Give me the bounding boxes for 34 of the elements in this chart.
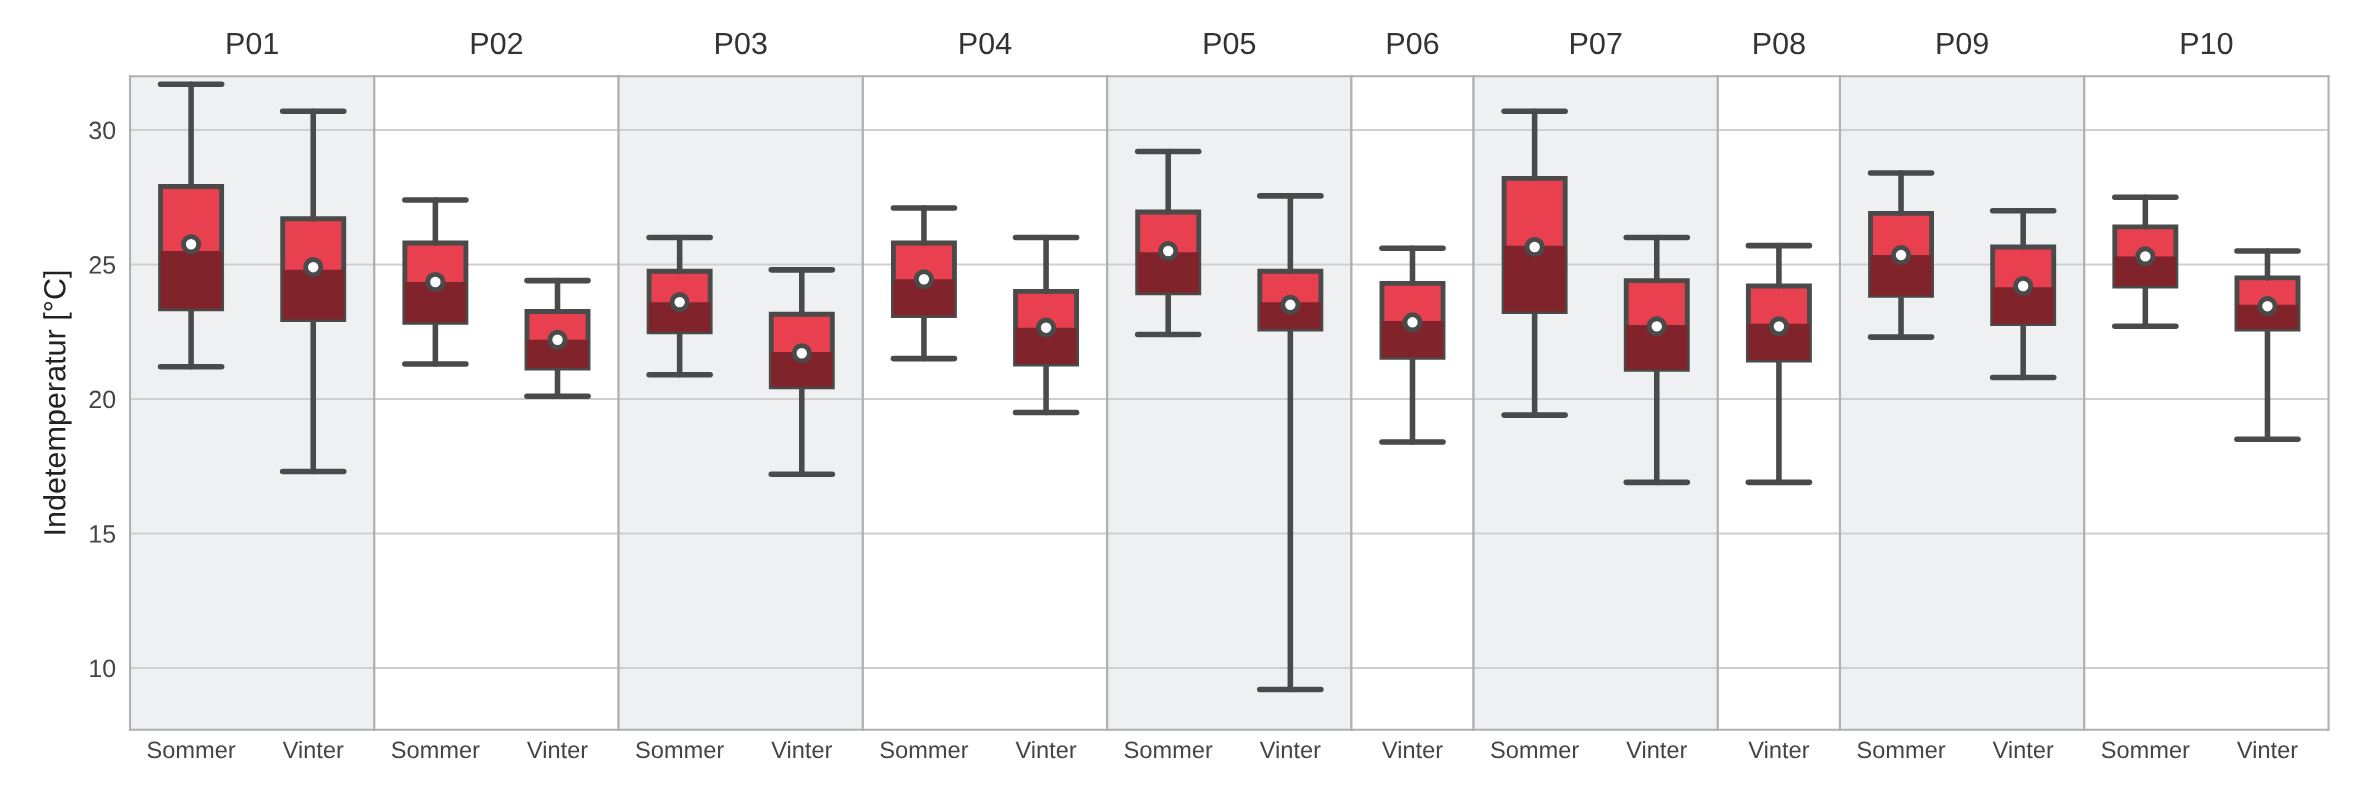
x-tick-label: Vinter (1626, 740, 1688, 759)
chart-title: P10 (2181, 32, 2233, 55)
x-tick-label: Vinter (771, 740, 833, 759)
chart-title: P05 (1204, 32, 1256, 55)
x-tick-label: Vinter (526, 740, 588, 759)
y-tick-label: 20 (89, 390, 116, 409)
x-tick-label: Vinter (1259, 740, 1321, 759)
x-tick-label: Vinter (2236, 740, 2298, 759)
x-tick-label: Sommer (1857, 741, 1946, 759)
x-tick-label: Vinter (282, 740, 344, 759)
x-tick-label: Vinter (1015, 740, 1077, 759)
y-axis-title: Indetemperatur [°C] (43, 271, 72, 534)
x-tick-label: Sommer (880, 741, 969, 759)
x-tick-label: Vinter (1748, 740, 1810, 759)
chart-title: P03 (716, 32, 767, 55)
x-tick-label: Sommer (147, 741, 236, 759)
x-tick-label: Vinter (1992, 740, 2054, 759)
chart-title: P08 (1754, 32, 1805, 55)
chart-title: P02 (471, 32, 523, 55)
chart-title: P04 (960, 32, 1012, 55)
x-tick-label: Sommer (1491, 741, 1579, 759)
x-tick-label: Sommer (2101, 741, 2190, 759)
chart-title: P06 (1387, 32, 1439, 55)
x-tick-label: Vinter (1381, 740, 1443, 759)
x-tick-label: Sommer (636, 741, 724, 759)
y-tick-label: 15 (90, 525, 116, 543)
x-tick-label: Sommer (391, 741, 480, 759)
y-tick-label: 25 (89, 256, 116, 274)
x-tick-label: Sommer (1124, 741, 1213, 759)
chart-title: P09 (1937, 32, 1988, 55)
y-tick-label: 30 (89, 121, 116, 140)
chart-title: P07 (1571, 32, 1622, 55)
y-tick-label: 10 (90, 659, 116, 678)
chart-title: P01 (227, 32, 278, 55)
